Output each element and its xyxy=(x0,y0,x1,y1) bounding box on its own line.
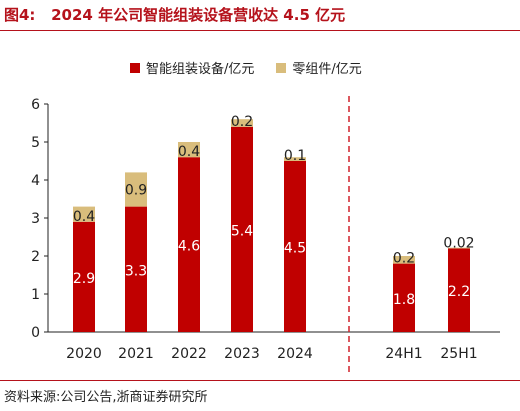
bar-main-2021 xyxy=(125,206,147,332)
y-tick-label-4: 4 xyxy=(31,173,40,189)
data-label-main-24H1: 1.8 xyxy=(393,292,415,308)
bar-main-2023 xyxy=(231,126,253,332)
y-tick-label-0: 0 xyxy=(31,325,40,341)
y-tick-label-1: 1 xyxy=(31,287,40,303)
legend-label-main: 智能组装设备/亿元 xyxy=(146,62,255,77)
data-label-parts-2024: 0.1 xyxy=(284,148,306,164)
x-tick-label-25H1: 25H1 xyxy=(440,346,477,362)
bar-main-25H1 xyxy=(448,248,470,332)
data-label-main-2023: 5.4 xyxy=(231,223,253,239)
figure-label: 图4: xyxy=(4,6,36,24)
x-tick-label-24H1: 24H1 xyxy=(385,346,422,362)
bar-main-2020 xyxy=(73,221,95,332)
bar-main-24H1 xyxy=(393,263,415,332)
data-label-main-25H1: 2.2 xyxy=(448,284,470,300)
bar-main-2024 xyxy=(284,161,306,332)
y-tick-label-5: 5 xyxy=(31,135,40,151)
data-label-parts-2020: 0.4 xyxy=(73,209,95,225)
legend-item-parts: 零组件/亿元 xyxy=(276,58,362,77)
bar-main-2022 xyxy=(178,157,200,332)
bar-parts-2024 xyxy=(284,157,306,161)
x-tick-label-2022: 2022 xyxy=(171,346,207,362)
data-label-parts-2021: 0.9 xyxy=(125,183,147,199)
legend-label-parts: 零组件/亿元 xyxy=(292,62,362,77)
x-tick-label-2023: 2023 xyxy=(224,346,260,362)
data-label-parts-24H1: 0.2 xyxy=(393,251,415,267)
x-tick-label-2020: 2020 xyxy=(66,346,102,362)
legend-swatch-main xyxy=(130,62,140,73)
x-tick-label-2021: 2021 xyxy=(118,346,154,362)
title-rule xyxy=(0,30,520,31)
data-label-parts-2023: 0.2 xyxy=(231,114,253,130)
x-tick-label-2024: 2024 xyxy=(277,346,313,362)
source-note: 资料来源:公司公告,浙商证券研究所 xyxy=(4,390,208,405)
data-label-main-2022: 4.6 xyxy=(178,239,200,255)
data-label-parts-25H1: 0.02 xyxy=(443,235,474,251)
y-tick-label-2: 2 xyxy=(31,249,40,265)
data-label-parts-2022: 0.4 xyxy=(178,144,200,160)
bar-parts-25H1 xyxy=(448,247,470,249)
data-label-main-2024: 4.5 xyxy=(284,241,306,257)
bar-parts-2023 xyxy=(231,119,253,127)
legend-swatch-parts xyxy=(276,62,287,73)
bar-parts-24H1 xyxy=(393,256,415,264)
bar-parts-2021 xyxy=(125,172,147,207)
bar-parts-2020 xyxy=(73,206,95,222)
footer-rule xyxy=(0,380,520,381)
data-label-main-2020: 2.9 xyxy=(73,271,95,287)
bar-parts-2022 xyxy=(178,142,200,158)
legend: 智能组装设备/亿元 零组件/亿元 xyxy=(130,58,362,77)
chart-title: 图4: 2024 年公司智能组装设备营收达 4.5 亿元 xyxy=(4,4,345,25)
y-tick-label-3: 3 xyxy=(31,211,40,227)
legend-item-main: 智能组装设备/亿元 xyxy=(130,58,254,77)
data-label-main-2021: 3.3 xyxy=(125,263,147,279)
title-text: 2024 年公司智能组装设备营收达 4.5 亿元 xyxy=(51,6,346,24)
y-tick-label-6: 6 xyxy=(31,97,40,113)
